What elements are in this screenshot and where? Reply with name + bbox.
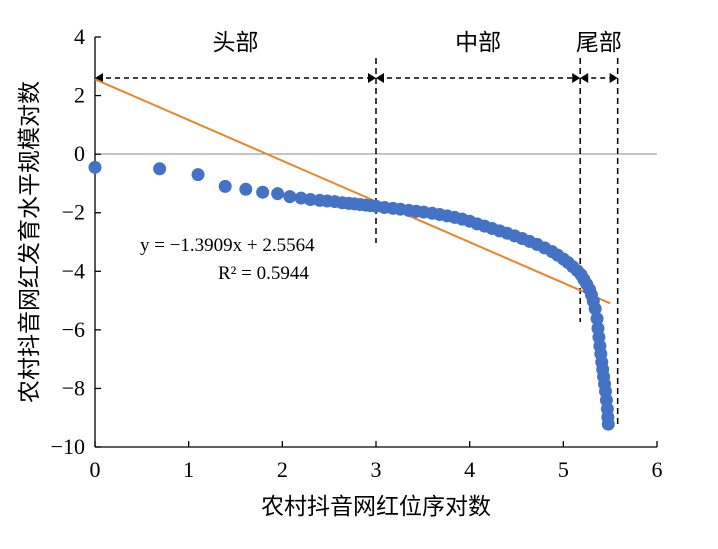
region-arrow-left-head <box>580 73 589 83</box>
x-tick-label: 6 <box>652 457 663 482</box>
data-point <box>271 187 285 201</box>
y-tick-label: −4 <box>62 258 85 283</box>
data-point <box>153 162 167 176</box>
y-tick-label: −8 <box>62 375 85 400</box>
data-point <box>283 190 297 204</box>
y-tick-label: 2 <box>74 83 85 108</box>
data-point <box>191 168 205 182</box>
x-axis-ticks: 0 1 2 3 4 5 6 <box>90 441 663 482</box>
data-point <box>601 417 615 431</box>
x-tick-label: 4 <box>464 457 475 482</box>
region-arrow-right-head <box>609 73 618 83</box>
region-markers: 头部 中部 尾部 <box>95 30 622 428</box>
fit-r2-label: R² = 0.5944 <box>218 263 309 284</box>
fit-equation-label: y = −1.3909x + 2.5564 <box>140 235 315 256</box>
x-tick-label: 1 <box>183 457 194 482</box>
y-tick-label: 0 <box>74 141 85 166</box>
data-point <box>88 160 102 174</box>
data-point <box>256 185 270 199</box>
x-tick-label: 3 <box>371 457 382 482</box>
region-arrow-right-head <box>368 73 376 83</box>
data-point <box>588 302 602 316</box>
data-point <box>218 179 232 193</box>
y-tick-label: −6 <box>62 317 85 342</box>
data-point <box>303 193 317 207</box>
region-label: 头部 <box>213 30 259 56</box>
y-axis-title: 农村抖音网红发育水平规模对数 <box>17 81 43 403</box>
region-label: 尾部 <box>576 30 622 56</box>
data-point <box>239 182 253 196</box>
region-arrow-right-head <box>572 73 581 83</box>
y-axis-ticks: 4 2 0 −2 −4 −6 −8 −10 <box>51 24 101 459</box>
y-tick-label: −10 <box>51 434 85 459</box>
y-tick-label: −2 <box>62 200 85 225</box>
region-label: 中部 <box>455 30 501 56</box>
region-arrow-left-head <box>376 73 384 83</box>
regression-fit-line <box>94 78 611 305</box>
data-points <box>88 160 615 431</box>
x-tick-label: 5 <box>558 457 569 482</box>
data-point <box>590 312 604 326</box>
x-tick-label: 2 <box>277 457 288 482</box>
x-tick-label: 0 <box>90 457 101 482</box>
region-arrow-left-head <box>95 73 103 83</box>
y-tick-label: 4 <box>74 24 85 49</box>
x-axis-title: 农村抖音网红位序对数 <box>261 494 491 520</box>
